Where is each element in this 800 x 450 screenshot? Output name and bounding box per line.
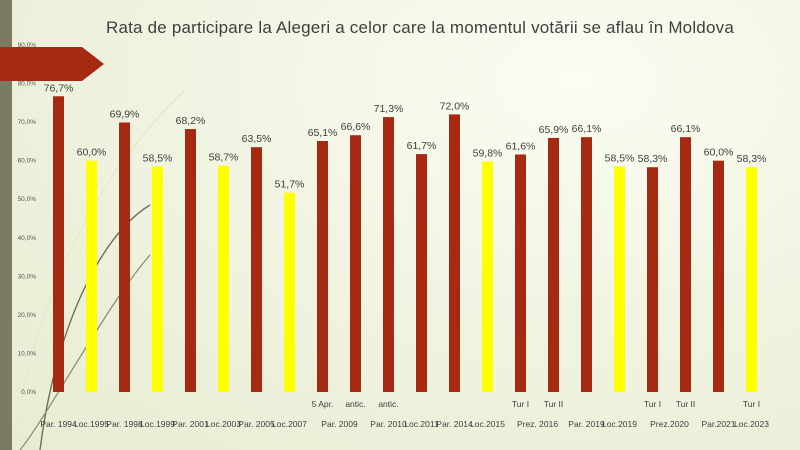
bar-sublabel: Tur I <box>743 399 760 409</box>
decorative-curve <box>39 204 151 450</box>
x-tick-label: Par. 1994 <box>40 419 77 429</box>
bar-series <box>53 96 757 393</box>
data-label: 58,5% <box>143 152 173 164</box>
data-label: 76,7% <box>44 82 74 94</box>
x-tick-label: Par. 1998 <box>106 419 143 429</box>
y-tick-label: 70,0% <box>18 119 37 126</box>
bar-parliamentary <box>251 147 262 392</box>
x-tick-label: Loc.2023 <box>734 419 769 429</box>
bar-parliamentary <box>548 137 559 392</box>
data-labels: 76,7% 60,0% 69,9% 58,5% 68,2% 58,7%63,5% 51,7%… <box>44 82 767 190</box>
bar-parliamentary <box>713 160 724 392</box>
y-tick-label: 30,0% <box>18 273 37 280</box>
bar-parliamentary <box>53 96 64 392</box>
y-tick-label: 40,0% <box>18 235 37 242</box>
bar-local <box>152 166 163 392</box>
chart-title: Rata de participare la Alegeri a celor c… <box>106 18 734 37</box>
arrow-banner <box>0 47 104 81</box>
bar-local <box>284 192 295 392</box>
x-tick-label: Par.2021 <box>701 419 735 429</box>
data-label: 58,5% <box>605 152 635 164</box>
y-tick-label: 60,0% <box>18 158 37 165</box>
bar-sublabel: antic. <box>378 399 398 409</box>
bar-sublabel: antic. <box>345 399 365 409</box>
data-label: 61,7% <box>407 140 437 152</box>
bar-sublabel: Tur II <box>676 399 696 409</box>
bar-parliamentary <box>515 154 526 392</box>
decorative-curve <box>19 254 151 450</box>
bar-parliamentary <box>680 137 691 392</box>
x-tick-label: Loc.2015 <box>470 419 505 429</box>
bar-local <box>218 165 229 392</box>
bar-parliamentary <box>416 154 427 392</box>
data-label: 58,7% <box>209 152 239 164</box>
x-tick-label: Par. 2009 <box>321 419 358 429</box>
y-tick-label: 20,0% <box>18 312 37 319</box>
x-tick-label: Prez.2020 <box>650 419 689 429</box>
data-label: 51,7% <box>275 179 305 191</box>
x-tick-label: Par. 2001 <box>172 419 209 429</box>
bar-local <box>746 167 757 392</box>
left-sidebar-strip <box>0 0 12 450</box>
x-tick-label: Loc.2011 <box>404 419 439 429</box>
data-label: 58,3% <box>638 153 668 165</box>
bar-local <box>86 160 97 392</box>
data-label: 68,2% <box>176 115 206 127</box>
slide-decoration <box>0 0 186 450</box>
bar-sublabel: Tur I <box>644 399 661 409</box>
bar-parliamentary <box>185 129 196 392</box>
x-tick-label: Loc.2019 <box>602 419 637 429</box>
bar-sublabel: Tur I <box>512 399 529 409</box>
x-tick-label: Prez. 2016 <box>517 419 558 429</box>
x-tick-label: Loc.1999 <box>140 419 175 429</box>
data-label: 58,3% <box>737 153 767 165</box>
x-tick-label: Par. 2005 <box>238 419 275 429</box>
data-label: 61,6% <box>506 140 536 152</box>
bar-parliamentary <box>449 114 460 393</box>
x-tick-label: Par. 2014 <box>436 419 473 429</box>
bar-local <box>482 161 493 392</box>
bar-parliamentary <box>317 141 328 392</box>
x-tick-label: Par. 2019 <box>568 419 605 429</box>
bar-local <box>614 166 625 392</box>
y-tick-label: 90,0% <box>18 42 37 49</box>
bar-parliamentary <box>119 122 130 392</box>
data-label: 59,8% <box>473 147 503 159</box>
bar-sublabel: 5 Apr. <box>312 399 334 409</box>
bar-sublabel: Tur II <box>544 399 564 409</box>
y-tick-label: 0,0% <box>21 389 36 396</box>
y-axis: 0,0% 10,0% 20,0% 30,0% 40,0% 50,0% 60,0% 70,0% 8… <box>18 42 37 396</box>
data-label: 60,0% <box>704 147 734 159</box>
data-label: 66,1% <box>572 123 602 135</box>
bar-parliamentary <box>647 167 658 392</box>
data-label: 60,0% <box>77 147 107 159</box>
y-tick-label: 10,0% <box>18 350 37 357</box>
x-tick-label: Par. 2010 <box>370 419 407 429</box>
data-label: 65,1% <box>308 127 338 139</box>
data-label: 65,9% <box>539 124 569 136</box>
x-tick-label: Loc.2007 <box>272 419 307 429</box>
data-label: 63,5% <box>242 133 272 145</box>
data-label: 71,3% <box>374 103 404 115</box>
bar-parliamentary <box>581 137 592 392</box>
data-label: 66,6% <box>341 121 371 133</box>
data-label: 69,9% <box>110 108 140 120</box>
bar-parliamentary <box>350 135 361 392</box>
y-tick-label: 50,0% <box>18 196 37 203</box>
bar-parliamentary <box>383 117 394 393</box>
x-tick-label: Loc.2003 <box>206 419 241 429</box>
data-label: 66,1% <box>671 123 701 135</box>
bar-sublabels: 5 Apr. antic. antic. Tur I Tur II Tur I Tur II… <box>312 399 760 409</box>
y-tick-label: 80,0% <box>18 81 37 88</box>
data-label: 72,0% <box>440 100 470 112</box>
x-tick-label: Loc.1995 <box>74 419 109 429</box>
